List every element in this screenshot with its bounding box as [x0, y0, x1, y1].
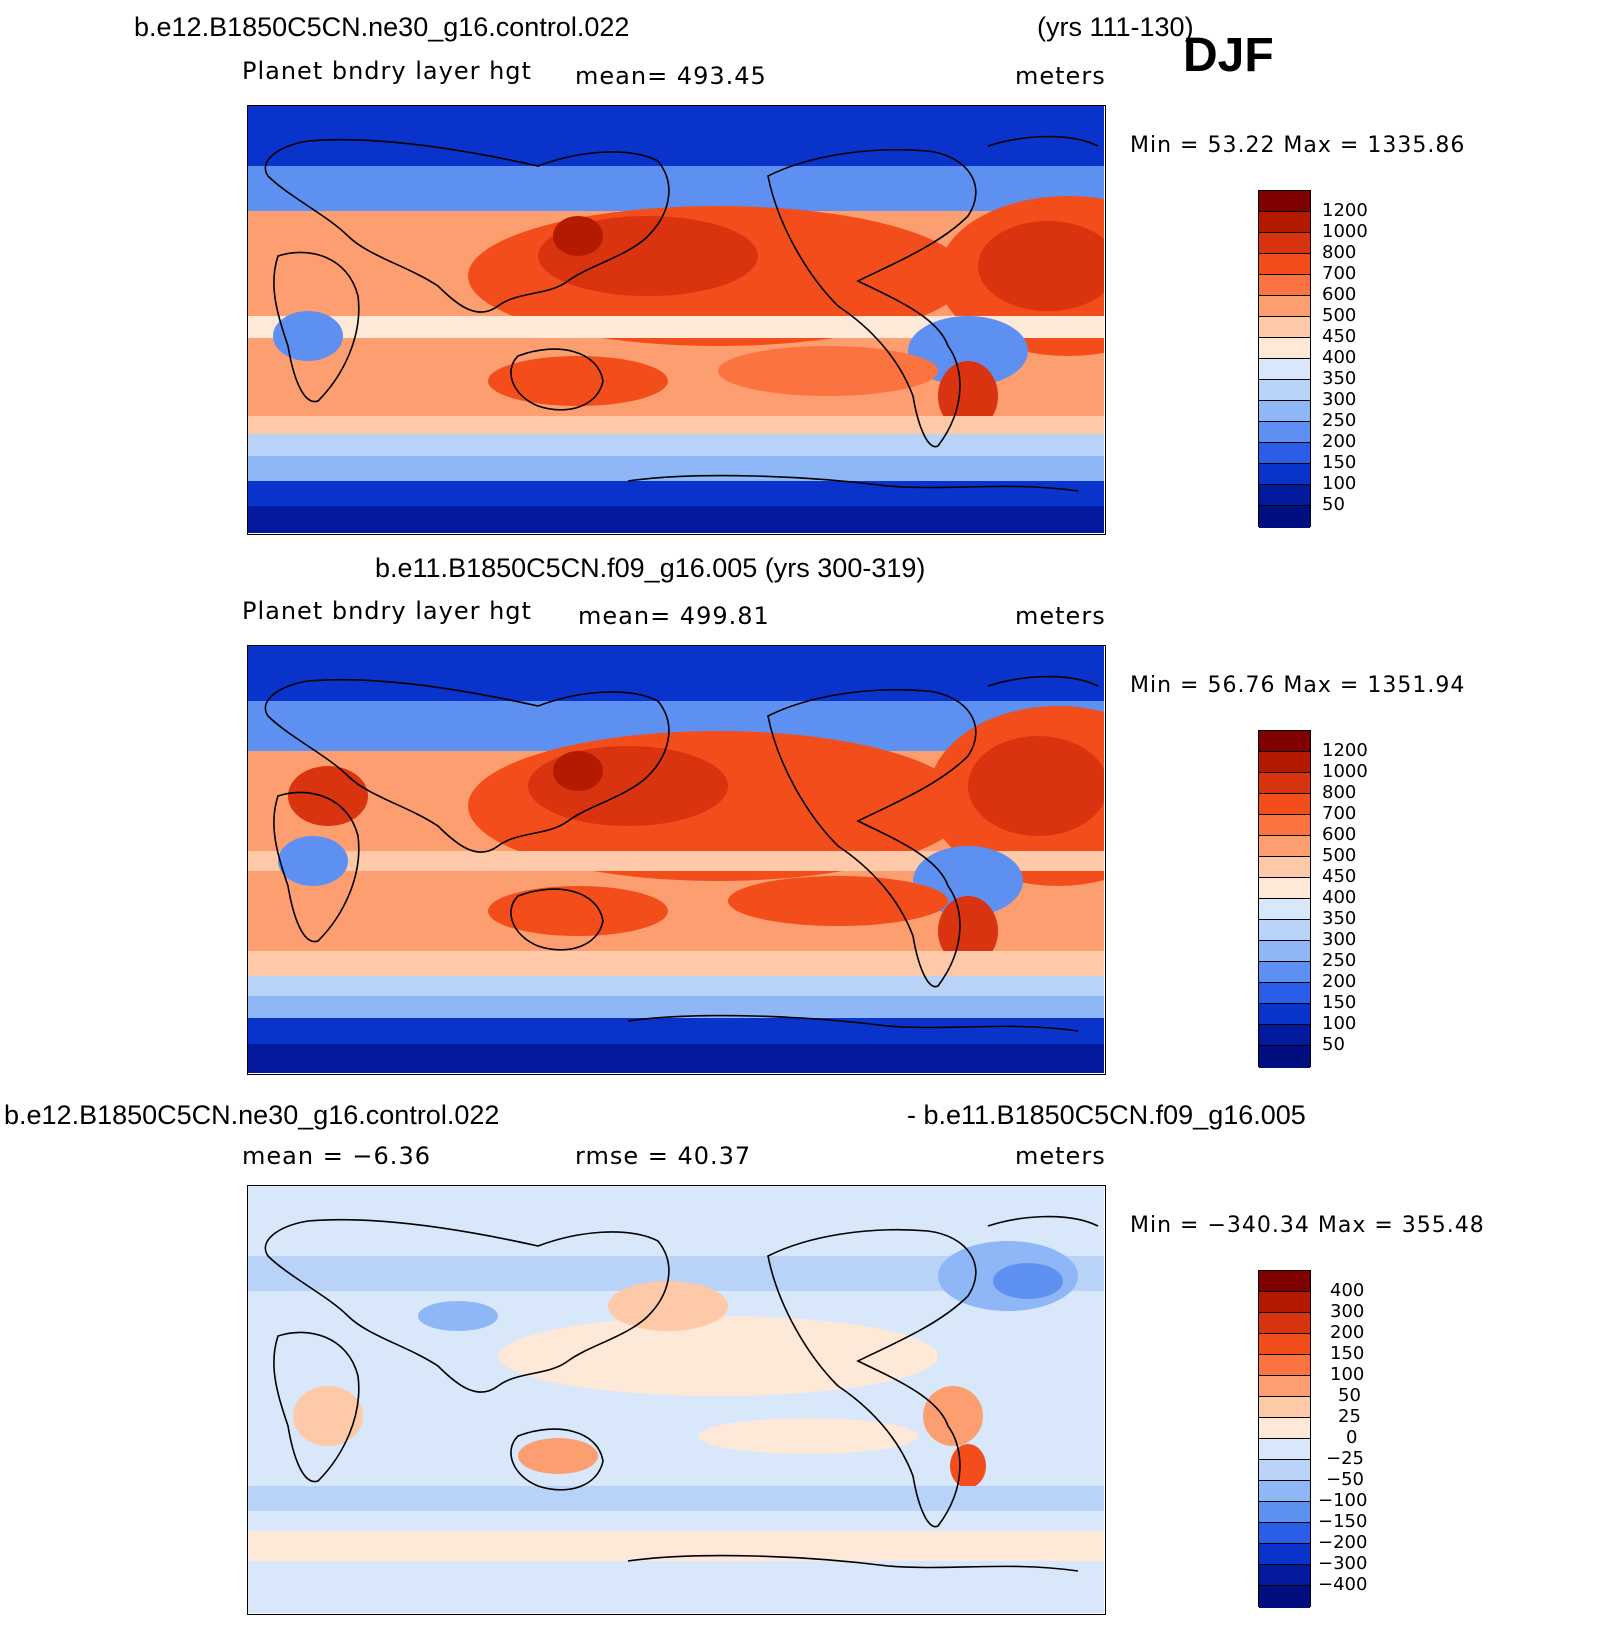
panel3-colorbar — [1258, 1270, 1311, 1608]
panel3-units: meters — [1015, 1142, 1106, 1170]
panel1-tick: 250 — [1322, 410, 1357, 431]
panel2-tick: 300 — [1322, 929, 1357, 950]
panel3-tick: −200 — [1318, 1532, 1368, 1553]
panel1-tick: 50 — [1322, 494, 1345, 515]
panel2-tick: 400 — [1322, 887, 1357, 908]
panel3-rmse: rmse = 40.37 — [575, 1142, 752, 1170]
panel3-mean: mean = −6.36 — [242, 1142, 431, 1170]
panel3-tick: −150 — [1318, 1511, 1368, 1532]
panel2-tick: 250 — [1322, 950, 1357, 971]
panel1-mean: mean= 493.45 — [575, 62, 767, 90]
panel1-years: (yrs 111-130) — [1037, 12, 1194, 42]
panel1-tick: 400 — [1322, 347, 1357, 368]
panel3-tick: 150 — [1330, 1343, 1365, 1364]
panel1-tick: 800 — [1322, 242, 1357, 263]
panel2-colorbar — [1258, 730, 1311, 1068]
panel2-tick: 200 — [1322, 971, 1357, 992]
panel2-tick: 500 — [1322, 845, 1357, 866]
season-label: DJF — [1183, 29, 1274, 82]
panel2-variable: Planet bndry layer hgt — [242, 597, 532, 625]
panel1-tick: 150 — [1322, 452, 1357, 473]
panel3-tick: 50 — [1338, 1385, 1361, 1406]
panel3-case-b: - b.e11.B1850C5CN.f09_g16.005 — [907, 1100, 1306, 1130]
panel3-tick: 200 — [1330, 1322, 1365, 1343]
panel2-minmax: Min = 56.76 Max = 1351.94 — [1130, 673, 1466, 698]
panel1-tick: 100 — [1322, 473, 1357, 494]
panel2-field-svg — [248, 646, 1105, 1073]
panel3-tick: −400 — [1318, 1574, 1368, 1595]
panel2-tick: 700 — [1322, 803, 1357, 824]
panel1-colorbar — [1258, 190, 1311, 528]
panel2-tick: 1200 — [1322, 740, 1368, 761]
panel3-tick: −25 — [1326, 1448, 1364, 1469]
panel1-tick: 700 — [1322, 263, 1357, 284]
panel3-tick: 25 — [1338, 1406, 1361, 1427]
panel1-minmax: Min = 53.22 Max = 1335.86 — [1130, 133, 1466, 158]
panel1-tick: 300 — [1322, 389, 1357, 410]
panel2-tick: 450 — [1322, 866, 1357, 887]
panel3-case-a: b.e12.B1850C5CN.ne30_g16.control.022 — [4, 1100, 500, 1130]
panel2-tick: 600 — [1322, 824, 1357, 845]
panel3-tick: 100 — [1330, 1364, 1365, 1385]
panel2-mean: mean= 499.81 — [578, 602, 770, 630]
panel2-tick: 1000 — [1322, 761, 1368, 782]
panel1-variable: Planet bndry layer hgt — [242, 57, 532, 85]
panel2-tick: 800 — [1322, 782, 1357, 803]
panel2-units: meters — [1015, 602, 1106, 630]
panel2-title: b.e11.B1850C5CN.f09_g16.005 (yrs 300-319… — [375, 553, 926, 583]
panel1-tick: 450 — [1322, 326, 1357, 347]
panel3-field-svg — [248, 1186, 1104, 1613]
panel2-tick: 100 — [1322, 1013, 1357, 1034]
panel1-tick: 200 — [1322, 431, 1357, 452]
panel1-tick: 1200 — [1322, 200, 1368, 221]
panel3-tick: 0 — [1346, 1427, 1358, 1448]
panel3-tick: −100 — [1318, 1490, 1368, 1511]
panel3-minmax: Min = −340.34 Max = 355.48 — [1130, 1213, 1485, 1238]
panel1-units: meters — [1015, 62, 1106, 90]
panel3-map — [247, 1185, 1106, 1615]
panel3-tick: 400 — [1330, 1280, 1365, 1301]
panel2-tick: 150 — [1322, 992, 1357, 1013]
panel1-tick: 350 — [1322, 368, 1357, 389]
panel2-tick: 350 — [1322, 908, 1357, 929]
panel1-field-svg — [248, 106, 1105, 533]
panel3-tick: 300 — [1330, 1301, 1365, 1322]
panel1-case-title: b.e12.B1850C5CN.ne30_g16.control.022 — [134, 12, 630, 42]
panel1-tick: 500 — [1322, 305, 1357, 326]
panel1-map — [247, 105, 1106, 535]
panel3-tick: −50 — [1326, 1469, 1364, 1490]
panel2-map — [247, 645, 1106, 1075]
panel1-tick: 1000 — [1322, 221, 1368, 242]
panel2-tick: 50 — [1322, 1034, 1345, 1055]
panel1-tick: 600 — [1322, 284, 1357, 305]
panel3-tick: −300 — [1318, 1553, 1368, 1574]
